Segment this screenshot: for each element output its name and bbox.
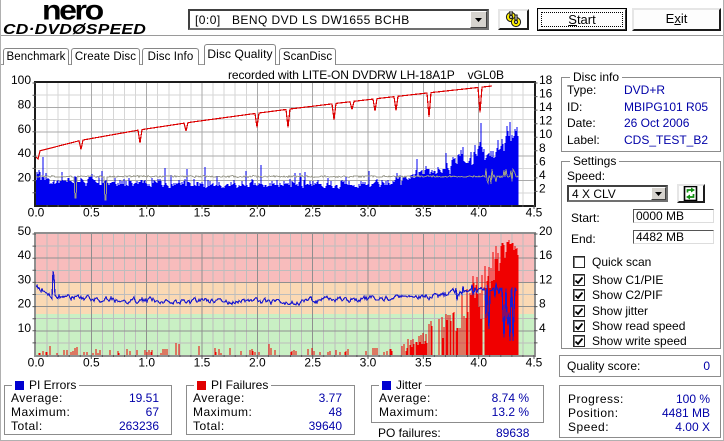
- svg-text:50: 50: [18, 224, 32, 238]
- svg-text:0.5: 0.5: [83, 206, 100, 220]
- svg-text:4.5: 4.5: [526, 206, 543, 220]
- svg-text:1.0: 1.0: [138, 356, 155, 370]
- svg-text:3.0: 3.0: [360, 206, 377, 220]
- svg-text:16: 16: [539, 87, 553, 101]
- svg-text:12: 12: [539, 114, 553, 128]
- svg-text:60: 60: [18, 122, 32, 136]
- svg-text:1.5: 1.5: [194, 206, 211, 220]
- svg-text:4: 4: [539, 321, 546, 335]
- svg-text:3.5: 3.5: [415, 206, 432, 220]
- svg-text:4.0: 4.0: [470, 206, 487, 220]
- svg-text:10: 10: [18, 321, 32, 335]
- svg-text:1.0: 1.0: [138, 206, 155, 220]
- svg-text:8: 8: [539, 297, 546, 311]
- svg-text:2.5: 2.5: [304, 356, 321, 370]
- svg-text:12: 12: [539, 272, 553, 286]
- svg-text:14: 14: [539, 100, 553, 114]
- svg-text:2: 2: [539, 181, 546, 195]
- svg-text:0.0: 0.0: [28, 356, 45, 370]
- svg-text:4: 4: [539, 168, 546, 182]
- svg-text:recorded with LITE-ON DVDRW LH: recorded with LITE-ON DVDRW LH-18A1P vGL…: [228, 68, 504, 82]
- svg-text:20: 20: [539, 224, 553, 238]
- svg-text:3.0: 3.0: [360, 356, 377, 370]
- svg-text:40: 40: [18, 248, 32, 262]
- svg-text:6: 6: [539, 154, 546, 168]
- svg-text:100: 100: [11, 73, 31, 87]
- svg-text:80: 80: [18, 97, 32, 111]
- svg-text:30: 30: [18, 272, 32, 286]
- svg-text:1.5: 1.5: [194, 356, 211, 370]
- svg-text:40: 40: [18, 146, 32, 160]
- svg-text:0.5: 0.5: [83, 356, 100, 370]
- svg-text:10: 10: [539, 127, 553, 141]
- svg-text:3.5: 3.5: [415, 356, 432, 370]
- svg-text:0.0: 0.0: [28, 206, 45, 220]
- svg-text:4.0: 4.0: [470, 356, 487, 370]
- svg-text:2.5: 2.5: [304, 206, 321, 220]
- svg-text:20: 20: [18, 171, 32, 185]
- svg-text:18: 18: [539, 73, 553, 87]
- svg-text:16: 16: [539, 248, 553, 262]
- svg-text:4.5: 4.5: [526, 356, 543, 370]
- svg-text:2.0: 2.0: [249, 356, 266, 370]
- svg-text:20: 20: [18, 297, 32, 311]
- svg-text:8: 8: [539, 141, 546, 155]
- svg-text:2.0: 2.0: [249, 206, 266, 220]
